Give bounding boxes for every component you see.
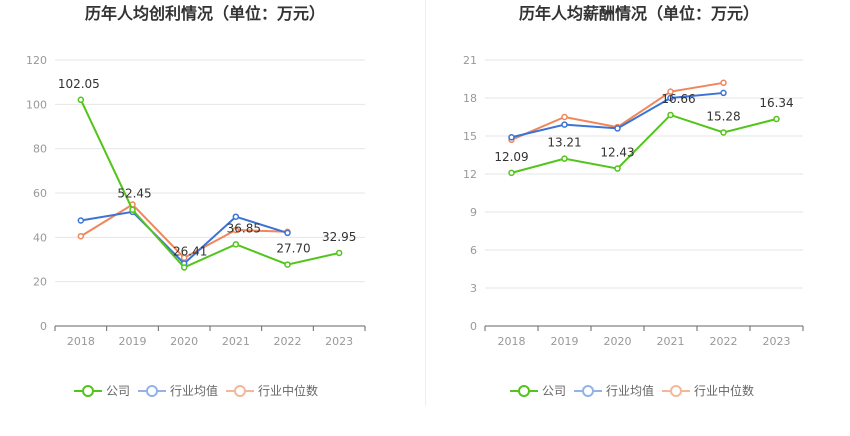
- legend-label: 行业均值: [170, 383, 218, 398]
- series-line-company: [511, 113, 777, 174]
- data-label: 26.41: [173, 244, 207, 258]
- data-point-company[interactable]: [773, 115, 780, 123]
- data-label: 36.85: [227, 221, 261, 235]
- data-label: 32.95: [322, 230, 356, 244]
- y-tick-label: 15: [463, 130, 477, 143]
- data-point-industry-avg[interactable]: [508, 134, 515, 141]
- data-point-industry-avg[interactable]: [614, 125, 621, 132]
- x-tick-label: 2020: [604, 335, 632, 348]
- series-line-company: [79, 99, 340, 269]
- y-tick-label: 18: [463, 92, 477, 105]
- x-tick-label: 2018: [498, 335, 526, 348]
- legend-label: 行业中位数: [258, 383, 318, 398]
- data-point-industry-avg[interactable]: [284, 229, 291, 237]
- legend-label: 行业均值: [606, 383, 654, 398]
- legend-industry-median[interactable]: 行业中位数: [226, 383, 318, 398]
- y-tick-label: 0: [470, 320, 477, 333]
- data-label: 102.05: [58, 77, 100, 91]
- y-tick-label: 100: [26, 98, 47, 111]
- data-point-company[interactable]: [667, 111, 674, 119]
- data-point-company[interactable]: [180, 264, 188, 271]
- y-tick-label: 20: [33, 276, 47, 289]
- legend-marker-icon: [82, 385, 94, 397]
- data-label: 16.66: [661, 92, 695, 106]
- legend-industry-median[interactable]: 行业中位数: [662, 383, 754, 398]
- y-tick-label: 40: [33, 231, 47, 244]
- data-point-industry-avg[interactable]: [561, 121, 568, 128]
- legend-industry-avg[interactable]: 行业均值: [574, 383, 654, 398]
- chart-panel-2: 历年人均薪酬情况（单位：万元） 0 3 6 9 12 15 18 21 2018 2019 2020 2…: [463, 4, 804, 398]
- data-point-company[interactable]: [335, 249, 343, 257]
- x-tick-label: 2021: [222, 335, 250, 348]
- x-tick-label: 2023: [325, 335, 353, 348]
- legend-marker-icon: [518, 385, 530, 397]
- chart-title: 历年人均薪酬情况（单位：万元）: [519, 4, 759, 23]
- data-point-industry-median[interactable]: [561, 113, 568, 121]
- legend-company[interactable]: 公司: [74, 384, 130, 398]
- data-point-industry-avg[interactable]: [77, 217, 85, 224]
- data-point-company[interactable]: [129, 206, 136, 213]
- chart-panel-1: 历年人均创利情况（单位：万元） 0 20 40 60 80 100 120 2018 2019 20…: [26, 4, 366, 398]
- data-point-industry-median[interactable]: [720, 79, 727, 87]
- y-tick-label: 120: [26, 54, 47, 67]
- panel-divider: [425, 0, 426, 406]
- legend-industry-avg[interactable]: 行业均值: [138, 383, 218, 398]
- data-point-company[interactable]: [284, 261, 291, 268]
- data-point-industry-avg[interactable]: [232, 213, 240, 220]
- data-label: 52.45: [117, 187, 151, 201]
- data-point-company[interactable]: [508, 169, 515, 177]
- legend-label: 公司: [106, 384, 130, 398]
- legend-company[interactable]: 公司: [510, 384, 566, 398]
- legend-label: 公司: [542, 384, 566, 398]
- data-point-industry-avg[interactable]: [667, 94, 674, 102]
- y-tick-label: 12: [463, 168, 477, 181]
- legend-marker-icon: [146, 385, 158, 397]
- x-tick-label: 2018: [67, 335, 95, 348]
- y-tick-label: 60: [33, 187, 47, 200]
- data-point-industry-median[interactable]: [232, 226, 240, 234]
- data-label: 12.43: [600, 146, 634, 160]
- y-tick-label: 0: [40, 320, 47, 333]
- y-tick-label: 3: [470, 282, 477, 295]
- y-tick-label: 21: [463, 54, 477, 67]
- x-tick-label: 2022: [710, 335, 738, 348]
- data-point-company[interactable]: [232, 241, 240, 248]
- data-point-industry-avg[interactable]: [720, 89, 727, 97]
- data-point-industry-median[interactable]: [180, 254, 188, 261]
- chart-title: 历年人均创利情况（单位：万元）: [85, 4, 325, 23]
- legend-label: 行业中位数: [694, 383, 754, 398]
- x-tick-label: 2022: [274, 335, 302, 348]
- data-point-industry-median[interactable]: [77, 232, 85, 240]
- legend-marker-icon: [234, 385, 246, 397]
- x-tick-label: 2020: [170, 335, 198, 348]
- y-tick-label: 80: [33, 143, 47, 156]
- legend-marker-icon: [582, 385, 594, 397]
- y-tick-label: 9: [470, 206, 477, 219]
- x-tick-label: 2021: [657, 335, 685, 348]
- data-point-industry-median[interactable]: [667, 88, 674, 95]
- data-label: 15.28: [706, 109, 740, 123]
- data-point-company[interactable]: [77, 96, 85, 104]
- data-label: 27.70: [276, 242, 310, 256]
- data-label: 13.21: [547, 136, 581, 150]
- legend-marker-icon: [670, 385, 682, 397]
- x-tick-label: 2023: [763, 335, 791, 348]
- data-label: 16.34: [759, 96, 793, 110]
- x-tick-label: 2019: [119, 335, 147, 348]
- x-tick-label: 2019: [551, 335, 579, 348]
- data-point-company[interactable]: [561, 155, 568, 162]
- data-label: 12.09: [494, 150, 528, 164]
- data-point-company[interactable]: [614, 165, 621, 172]
- data-point-company[interactable]: [720, 129, 727, 136]
- y-tick-label: 6: [470, 244, 477, 257]
